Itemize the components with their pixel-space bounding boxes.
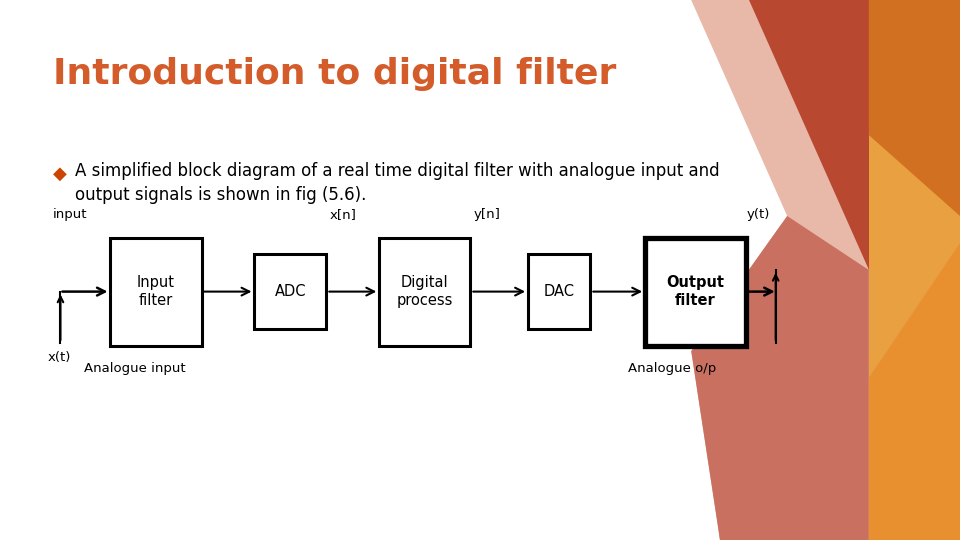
Bar <box>379 238 470 346</box>
Text: ◆: ◆ <box>53 165 66 183</box>
Text: A simplified block diagram of a real time digital filter with analogue input and: A simplified block diagram of a real tim… <box>75 162 719 180</box>
Text: input: input <box>53 208 87 221</box>
Polygon shape <box>869 0 960 540</box>
Polygon shape <box>691 216 869 540</box>
Text: Input
filter: Input filter <box>137 275 175 308</box>
Polygon shape <box>869 0 960 216</box>
Text: DAC: DAC <box>543 284 575 299</box>
Text: output signals is shown in fig (5.6).: output signals is shown in fig (5.6). <box>75 186 367 204</box>
Text: y(t): y(t) <box>747 208 770 221</box>
Bar <box>110 238 202 346</box>
Text: x(t): x(t) <box>48 351 71 364</box>
Polygon shape <box>653 0 869 540</box>
Text: Analogue o/p: Analogue o/p <box>628 362 716 375</box>
Text: Output
filter: Output filter <box>666 275 725 308</box>
Text: y[n]: y[n] <box>473 208 500 221</box>
Bar <box>254 254 326 329</box>
Text: ADC: ADC <box>275 284 306 299</box>
Bar <box>645 238 746 346</box>
Polygon shape <box>749 0 869 270</box>
Polygon shape <box>610 0 787 351</box>
Text: x[n]: x[n] <box>329 208 356 221</box>
Polygon shape <box>624 0 869 270</box>
Bar <box>528 254 590 329</box>
Polygon shape <box>691 270 869 540</box>
Text: Introduction to digital filter: Introduction to digital filter <box>53 57 616 91</box>
Text: Analogue input: Analogue input <box>84 362 185 375</box>
Polygon shape <box>869 243 960 540</box>
Text: Digital
process: Digital process <box>396 275 453 308</box>
